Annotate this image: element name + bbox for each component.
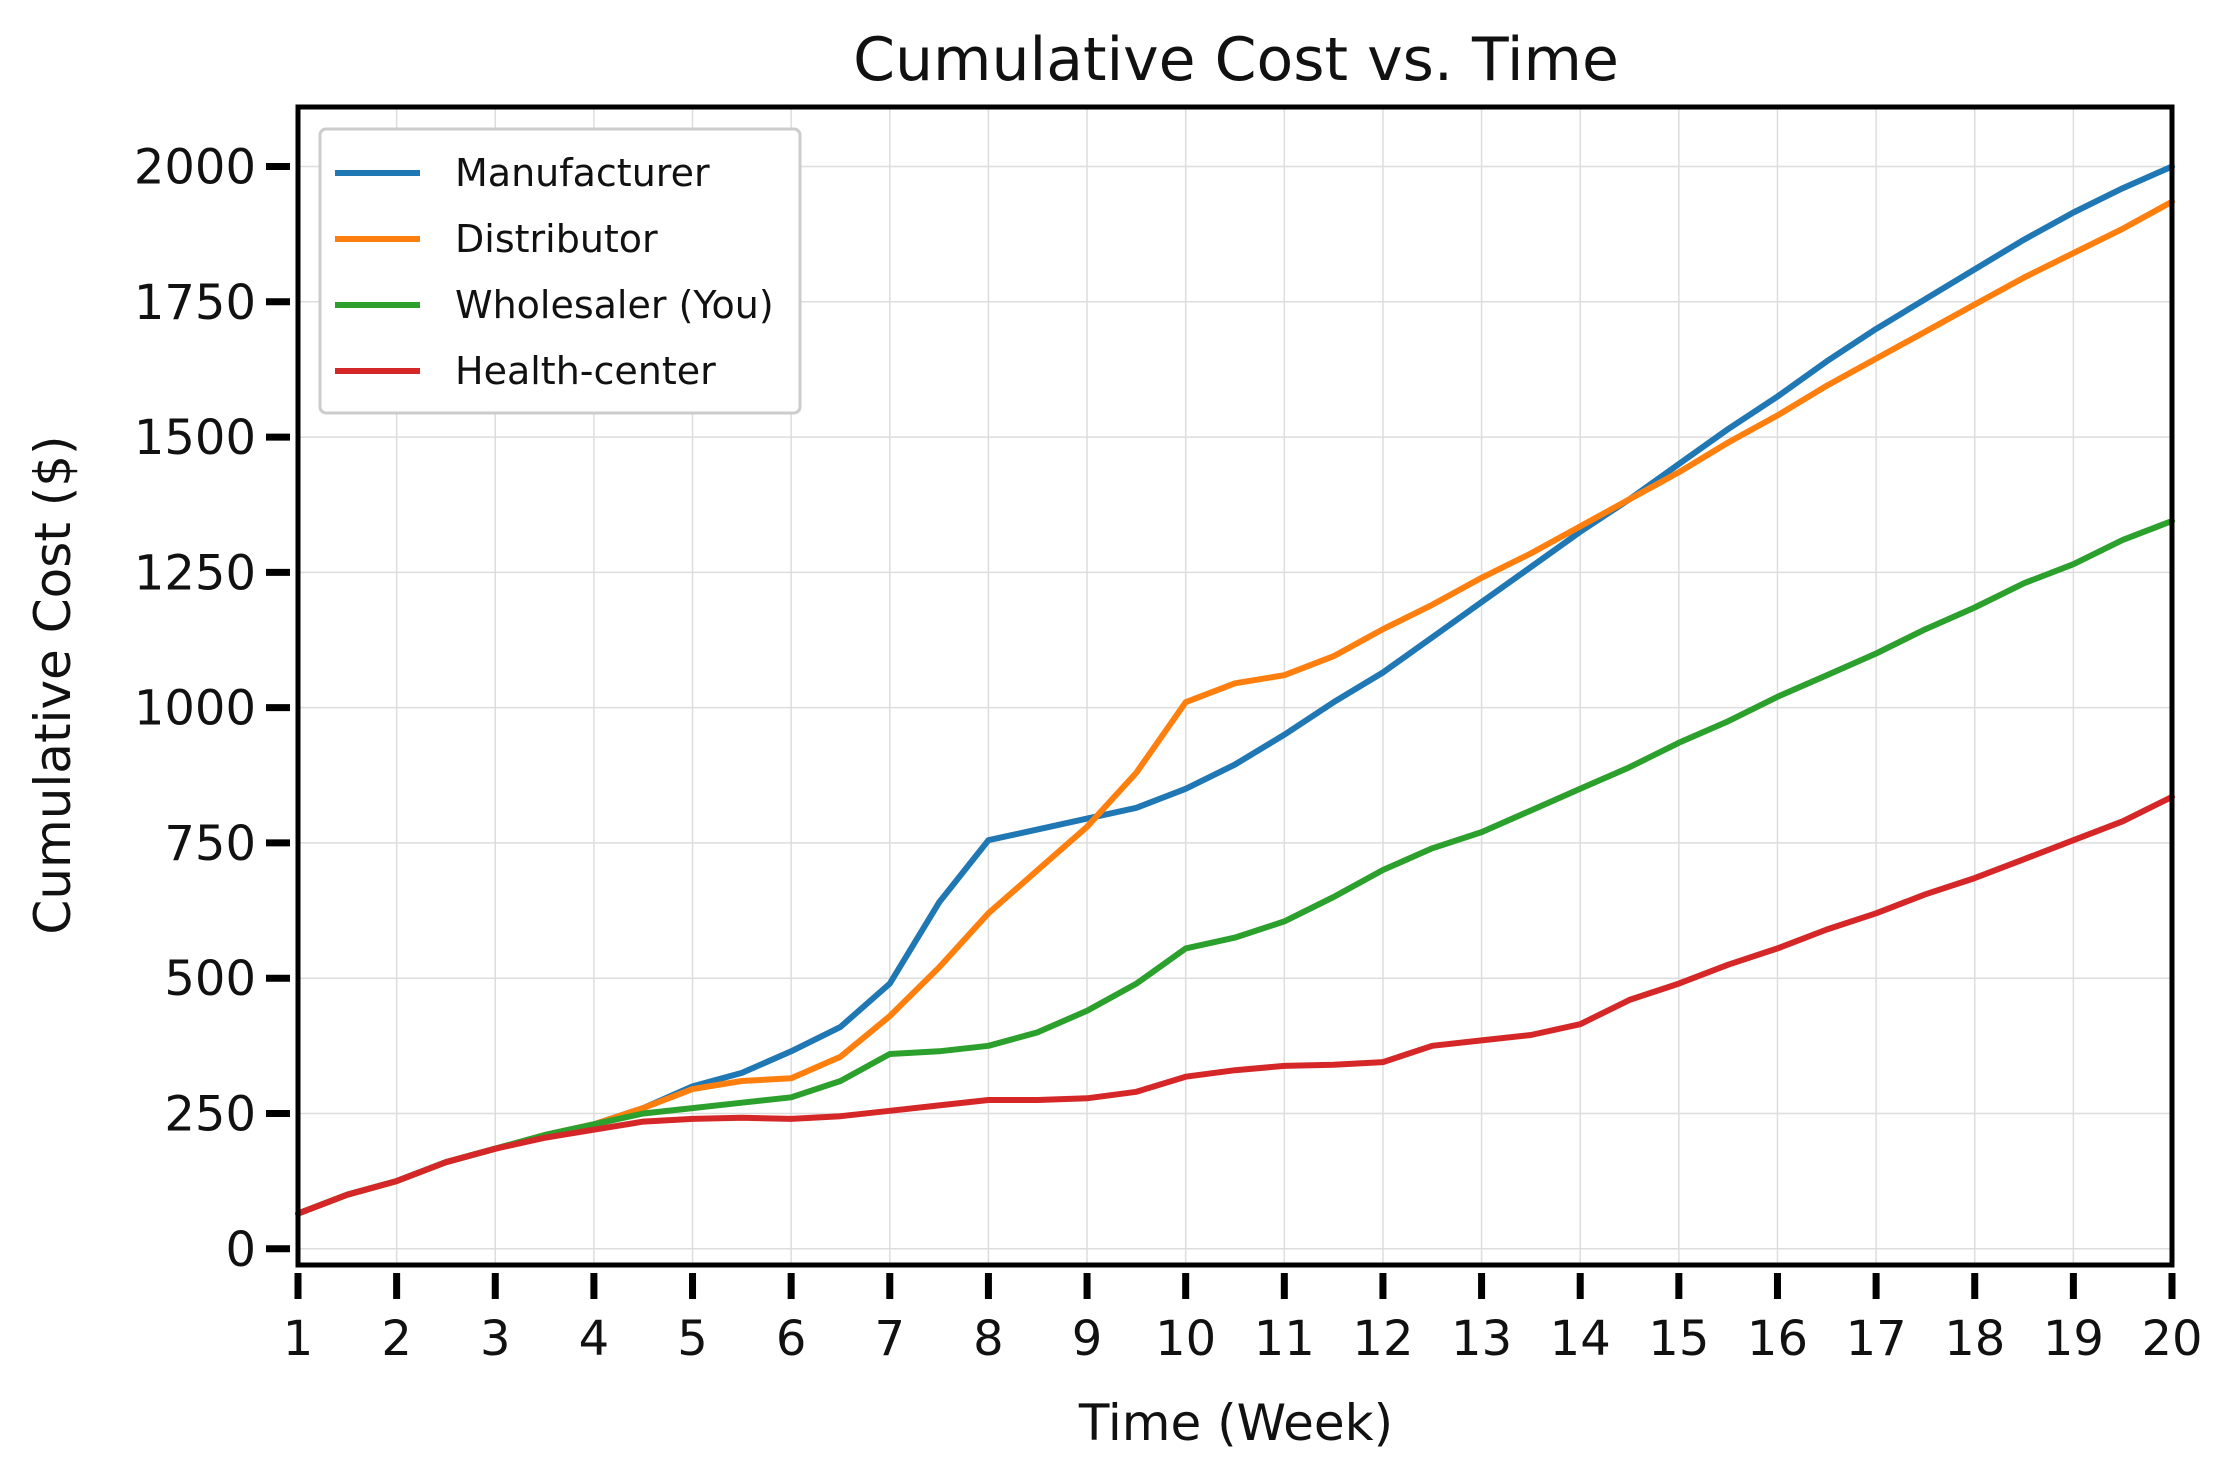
legend-box: [318, 127, 802, 415]
x-tick-label: 16: [1747, 1311, 1808, 1367]
legend-label: Manufacturer: [455, 151, 710, 195]
x-axis-label: Time (Week): [1078, 1394, 1393, 1452]
series-lines: [295, 163, 2175, 1217]
x-tick-label: 14: [1550, 1311, 1611, 1367]
y-tick-label: 1500: [134, 410, 256, 466]
legend-label: Health-center: [455, 349, 716, 393]
y-tick-label: 750: [164, 816, 256, 872]
x-tick-label: 8: [973, 1311, 1004, 1367]
x-tick-label: 7: [875, 1311, 906, 1367]
y-tick-label: 1000: [134, 681, 256, 737]
legend: Manufacturer Distributor Wholesaler (You) H…: [318, 127, 802, 415]
y-tick-label: 1750: [134, 275, 256, 331]
x-tick-label: 9: [1072, 1311, 1103, 1367]
legend-label: Wholesaler (You): [455, 283, 774, 327]
y-tick-label: 2000: [134, 140, 256, 196]
series-line: [295, 518, 2175, 1217]
y-tick-label: 250: [164, 1086, 256, 1142]
x-tick-label: 2: [381, 1311, 412, 1367]
x-axis: 1 2 3 4 5 6 7 8 9 10 11 12 13 14 15 16 17 18 19 20: [283, 1273, 2203, 1367]
x-tick-label: 19: [2043, 1311, 2104, 1367]
x-tick-label: 11: [1254, 1311, 1315, 1367]
x-tick-label: 1: [283, 1311, 314, 1367]
series-line: [295, 793, 2175, 1217]
x-tick-label: 5: [677, 1311, 708, 1367]
x-tick-label: 6: [776, 1311, 807, 1367]
y-axis-label: Cumulative Cost ($): [24, 435, 82, 934]
y-tick-label: 0: [225, 1222, 256, 1278]
x-tick-label: 4: [579, 1311, 610, 1367]
x-tick-label: 15: [1648, 1311, 1709, 1367]
y-tick-label: 1250: [134, 545, 256, 601]
x-tick-label: 17: [1846, 1311, 1907, 1367]
x-tick-label: 18: [1944, 1311, 2005, 1367]
x-tick-label: 13: [1451, 1311, 1512, 1367]
chart-title: Cumulative Cost vs. Time: [853, 25, 1619, 95]
y-axis: 0 250 500 750 1000 1250 1500 1750 2000: [134, 140, 290, 1278]
x-tick-label: 20: [2141, 1311, 2202, 1367]
plot-frame: [295, 104, 2175, 1268]
legend-label: Distributor: [455, 217, 658, 261]
x-tick-label: 3: [480, 1311, 511, 1367]
x-tick-label: 12: [1352, 1311, 1413, 1367]
x-tick-label: 10: [1155, 1311, 1216, 1367]
y-tick-label: 500: [164, 951, 256, 1007]
